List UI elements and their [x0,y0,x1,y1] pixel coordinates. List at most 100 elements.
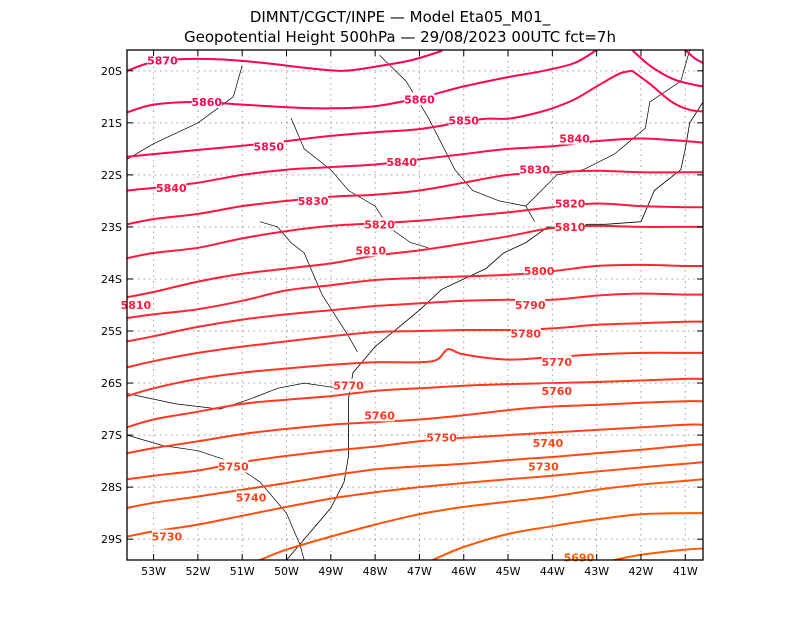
contour-label: 5850 [448,113,479,127]
contour-label-text: 5810 [121,299,152,312]
contour-line-5860 [684,50,703,64]
contour-label: 5810 [121,298,152,312]
x-tick-label: 45W [496,565,521,578]
contour-label-bg [555,219,586,233]
contour-label-bg [156,180,187,194]
chart-title-line-2: Geopotential Height 500hPa — 29/08/2023 … [184,28,616,46]
contour-label: 5740 [532,435,564,450]
contour-label: 5840 [559,131,590,145]
contour-label-bg [191,95,222,109]
contour-labels: 5870 5860 5860 5850 5850 5840 5840 5840 5830 5830… [121,53,595,564]
y-tick-label: 25S [101,325,122,338]
state-border [379,54,535,222]
plot-area: 5870 5860 5860 5850 5850 5840 5840 5840 5830 5830… [101,49,704,578]
contour-label-bg [448,113,479,127]
contour-label-text: 5690 [564,551,595,564]
contour-label-bg [386,154,417,168]
contour-label-bg [236,490,267,504]
contour-label-text: 5860 [404,93,435,106]
contour-label-bg [541,355,572,369]
contour-line-5750 [127,400,703,455]
contour-label-bg [298,193,329,207]
contour-label-bg [120,298,151,311]
axis-ticks: 53W 52W 51W 50W 49W 48W 47W 46W 45W 44W 43W 42W 41W 2… [101,50,703,578]
contour-label: 5810 [555,219,586,234]
contour-label-text: 5850 [253,140,284,153]
contour-label: 5830 [298,193,329,208]
contour-label: 5730 [528,459,559,473]
y-tick-label: 29S [101,533,122,546]
contour-label: 5750 [426,430,457,445]
y-tick-label: 22S [101,169,122,182]
y-tick-label: 21S [101,117,122,130]
gridlines [127,50,703,560]
contour-label-text: 5750 [218,460,249,473]
contour-label-bg [147,53,178,67]
contour-label-text: 5770 [333,380,364,393]
contour-label: 5770 [333,378,364,393]
contour-label: 5780 [510,326,541,341]
contour-label: 5730 [151,529,183,544]
contour-label: 5870 [147,53,178,67]
contour-label-text: 5830 [519,164,550,177]
contour-label-bg [524,264,555,278]
contour-label-text: 5740 [236,492,267,505]
contour-label-text: 5760 [541,385,572,398]
contour-label-text: 5740 [533,437,564,450]
x-tick-label: 49W [318,565,343,578]
contour-label: 5820 [364,217,395,231]
contour-label: 5690 [564,550,595,564]
contour-label-bg [541,383,572,397]
contour-line-5770 [127,348,703,398]
contour-label-bg [515,298,546,311]
coastline [286,101,703,560]
contour-label-bg [532,435,563,449]
contour-label-text: 5840 [156,182,187,195]
y-tick-label: 24S [101,273,122,286]
x-tick-label: 42W [629,565,654,578]
contour-label-text: 5750 [426,432,457,445]
x-tick-label: 51W [230,565,255,578]
y-tick-label: 20S [101,65,122,78]
x-tick-label: 44W [540,565,565,578]
contour-label-text: 5760 [364,409,395,422]
contour-label: 5800 [524,264,555,278]
state-border [525,50,691,207]
y-tick-label: 27S [101,429,122,442]
contour-label-text: 5730 [152,531,183,544]
contour-line-5850 [631,69,703,113]
contour-label-text: 5830 [298,195,329,208]
contour-label: 5820 [555,196,586,211]
contour-label-bg [528,459,559,473]
contour-label-text: 5790 [515,299,546,312]
contour-line-5790 [127,292,703,343]
contour-label-bg [364,217,395,231]
coastline-and-borders [127,50,703,560]
contour-label: 5760 [364,408,395,422]
y-tick-label: 26S [101,377,122,390]
contour-label: 5760 [541,383,572,398]
contour-line-5840 [127,137,703,192]
contour-line-5820 [127,202,703,260]
contour-label: 5750 [218,459,249,473]
contour-label: 5740 [236,490,267,505]
contour-label: 5810 [355,243,386,257]
x-tick-label: 48W [363,565,388,578]
contour-label-text: 5810 [355,244,386,257]
contour-line-5720 [127,461,703,538]
contour-label-bg [559,131,590,145]
x-tick-label: 53W [141,565,166,578]
contour-label: 5860 [404,92,435,106]
contour-label-bg [333,378,364,392]
contour-label-bg [364,408,395,422]
contour-line-5830 [127,169,703,226]
contour-line-5870 [631,50,703,88]
contour-label-bg [151,529,182,543]
y-tick-label: 23S [101,221,122,234]
plot-frame [126,49,704,561]
contour-label-bg [555,196,586,210]
contour-label-text: 5780 [510,328,541,341]
contour-label-bg [253,139,284,153]
contour-label-text: 5870 [147,54,178,67]
